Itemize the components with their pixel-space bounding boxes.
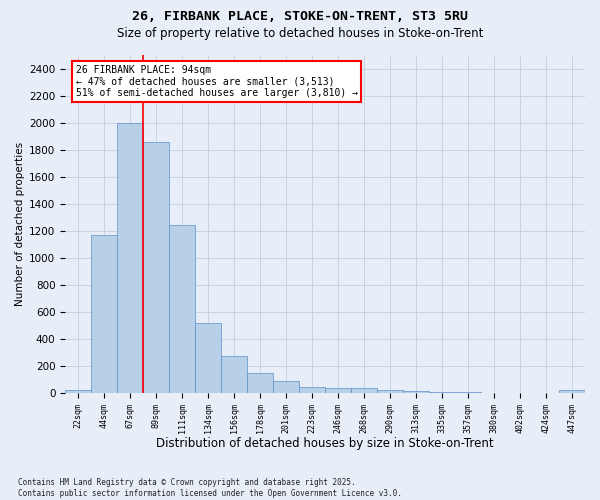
Bar [273, 381, 299, 393]
Bar [299, 387, 325, 393]
Bar [429, 392, 455, 393]
Bar [221, 356, 247, 393]
Y-axis label: Number of detached properties: Number of detached properties [15, 142, 25, 306]
Bar [117, 122, 143, 393]
Bar [143, 142, 169, 393]
Bar [559, 390, 585, 393]
Bar [377, 390, 403, 393]
Bar [351, 388, 377, 393]
Text: 26, FIRBANK PLACE, STOKE-ON-TRENT, ST3 5RU: 26, FIRBANK PLACE, STOKE-ON-TRENT, ST3 5… [132, 10, 468, 23]
Text: Size of property relative to detached houses in Stoke-on-Trent: Size of property relative to detached ho… [117, 28, 483, 40]
Text: 26 FIRBANK PLACE: 94sqm
← 47% of detached houses are smaller (3,513)
51% of semi: 26 FIRBANK PLACE: 94sqm ← 47% of detache… [76, 65, 358, 98]
Bar [195, 323, 221, 393]
Bar [325, 388, 351, 393]
Text: Contains HM Land Registry data © Crown copyright and database right 2025.
Contai: Contains HM Land Registry data © Crown c… [18, 478, 402, 498]
Bar [403, 391, 429, 393]
Bar [455, 392, 481, 393]
Bar [247, 373, 273, 393]
Bar [169, 226, 195, 393]
Bar [65, 390, 91, 393]
Bar [91, 235, 117, 393]
X-axis label: Distribution of detached houses by size in Stoke-on-Trent: Distribution of detached houses by size … [156, 437, 494, 450]
